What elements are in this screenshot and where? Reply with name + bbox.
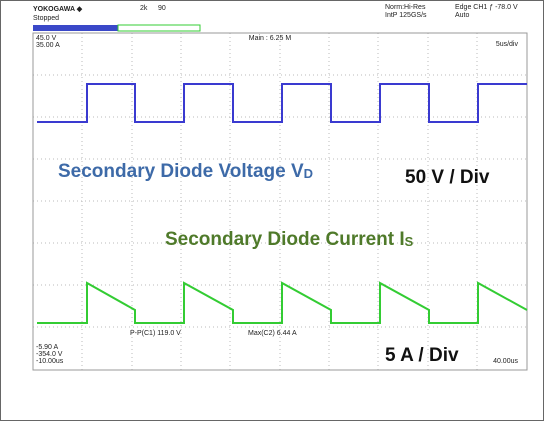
voltage-label: Secondary Diode Voltage VD [58, 161, 313, 182]
timebase: 5us/div [496, 41, 519, 48]
status: Stopped [33, 15, 59, 22]
voltage-waveform [37, 83, 527, 123]
ch1-scale: 45.0 V [36, 35, 57, 42]
current-sub: S [405, 234, 414, 249]
voltage-scale: 50 V / Div [405, 167, 490, 188]
pp-readout: P-P(C1) 119.0 V [130, 330, 181, 337]
current-scale: 5 A / Div [385, 345, 459, 366]
main: Main : 6.25 M [249, 35, 292, 42]
current-text: Secondary Diode Current I [165, 229, 405, 250]
trigger-mode: Auto [455, 12, 470, 19]
voltage-text: Secondary Diode Voltage V [58, 161, 304, 182]
current-waveform [37, 281, 528, 324]
screen-border [32, 32, 528, 371]
ch2-offset: -5.90 A [36, 344, 59, 351]
end-time: 40.00us [493, 358, 518, 365]
ch2-scale: 35.00 A [36, 42, 60, 49]
brand: YOKOGAWA ◆ [33, 6, 83, 13]
sample: IntP 125GS/s [385, 12, 427, 19]
start-time: -10.00us [36, 358, 64, 365]
ch1-offset: -354.0 V [36, 351, 63, 358]
trigger: Edge CH1 ƒ -78.0 V [455, 4, 518, 11]
max-readout: Max(C2) 6.44 A [248, 330, 297, 337]
record: 2k [140, 5, 148, 12]
current-label: Secondary Diode Current IS [165, 229, 414, 250]
ch1-bar [33, 25, 118, 31]
mode: Norm:Hi-Res [385, 4, 426, 11]
ch2-bar [117, 24, 201, 32]
count: 90 [158, 5, 166, 12]
voltage-sub: D [304, 166, 313, 181]
